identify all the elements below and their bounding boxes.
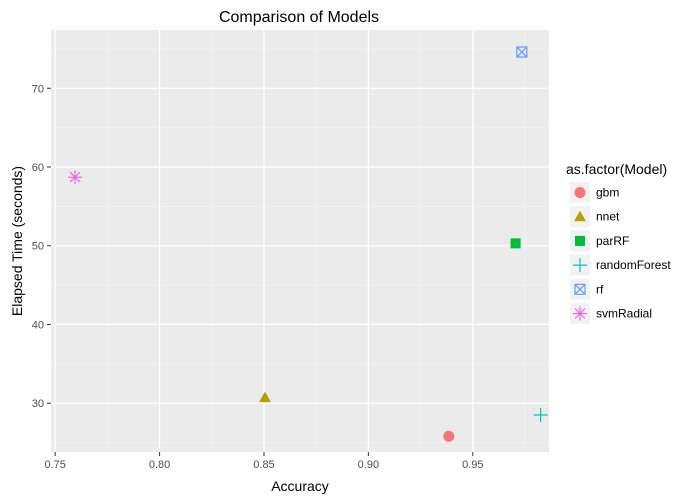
legend-key-svmradial-icon xyxy=(573,306,587,321)
x-tick-label: 0.95 xyxy=(462,459,483,471)
legend-label-randomforest: randomForest xyxy=(596,258,671,272)
y-axis: 30 40 50 60 70 xyxy=(32,83,51,410)
x-tick-label: 0.75 xyxy=(44,459,65,471)
data-points xyxy=(68,46,548,442)
y-tick-label: 40 xyxy=(32,319,44,331)
y-tick-label: 60 xyxy=(32,162,44,174)
plot-panel xyxy=(51,30,549,452)
data-point-svmradial xyxy=(68,170,83,185)
data-point-parrf xyxy=(510,238,521,249)
data-point-gbm xyxy=(443,430,455,442)
legend-label-nnet: nnet xyxy=(596,210,620,224)
legend-key-rf-icon xyxy=(574,283,586,295)
grid-minor xyxy=(51,30,549,452)
legend-key-parrf-icon xyxy=(575,235,585,246)
x-tick-label: 0.80 xyxy=(149,459,170,471)
x-axis-label: Accuracy xyxy=(271,478,329,494)
x-axis: 0.75 0.80 0.85 0.90 0.95 xyxy=(44,452,483,471)
grid-major xyxy=(51,30,549,452)
y-tick-label: 70 xyxy=(32,83,44,95)
data-point-nnet xyxy=(259,391,272,403)
legend-key-randomforest-icon xyxy=(573,258,587,273)
y-tick-label: 50 xyxy=(32,241,44,253)
legend-label-parrf: parRF xyxy=(596,234,629,248)
chart-title: Comparison of Models xyxy=(219,9,379,26)
legend-label-svmradial: svmRadial xyxy=(596,307,652,321)
x-tick-label: 0.90 xyxy=(358,459,379,471)
data-point-rf xyxy=(516,46,528,58)
legend-label-gbm: gbm xyxy=(596,186,619,200)
legend-key-gbm-icon xyxy=(574,187,586,198)
legend-key-nnet-icon xyxy=(574,210,586,222)
legend-title: as.factor(Model) xyxy=(566,161,667,177)
y-axis-label: Elapsed Time (seconds) xyxy=(9,166,25,316)
legend: as.factor(Model) gbm nnet parRF randomFores… xyxy=(566,161,671,324)
legend-label-rf: rf xyxy=(596,282,604,296)
y-tick-label: 30 xyxy=(32,398,44,410)
x-tick-label: 0.85 xyxy=(253,459,274,471)
data-point-randomforest xyxy=(533,407,548,422)
